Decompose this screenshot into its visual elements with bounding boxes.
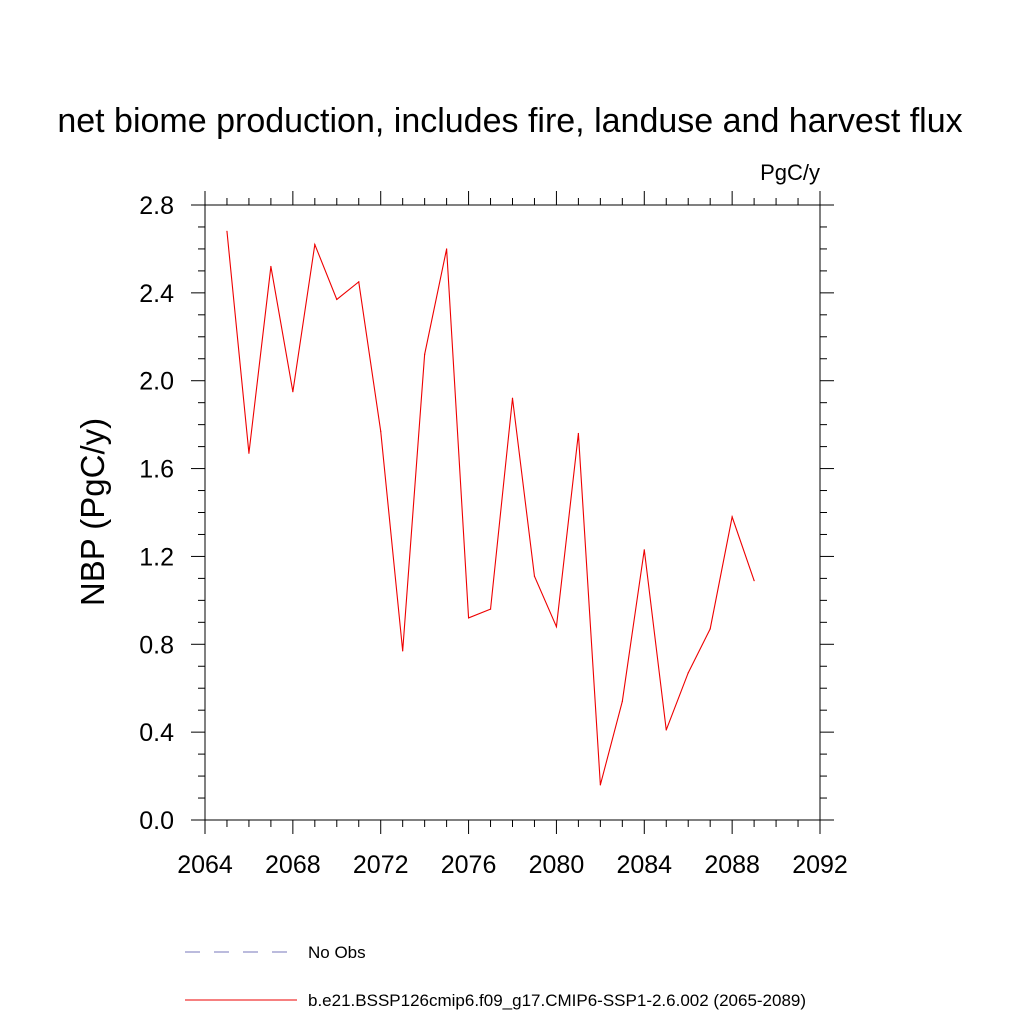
data-point xyxy=(731,516,733,518)
units-label: PgC/y xyxy=(760,160,820,185)
x-tick-label: 2064 xyxy=(177,851,233,879)
y-tick-labels: 0.0 0.4 0.8 1.2 1.6 2.0 2.4 2.8 xyxy=(139,192,174,835)
y-tick-label: 2.8 xyxy=(139,192,174,220)
legend-label: b.e21.BSSP126cmip6.f09_g17.CMIP6-SSP1-2.… xyxy=(308,991,806,1010)
y-tick-label: 2.0 xyxy=(139,368,174,396)
y-tick-label: 0.0 xyxy=(139,807,174,835)
data-point xyxy=(533,575,536,577)
plot-frame xyxy=(204,204,821,821)
data-point xyxy=(248,452,250,454)
data-point xyxy=(336,298,338,301)
y-axis-label: NBP (PgC/y) xyxy=(74,418,111,606)
y-tick-label: 1.2 xyxy=(139,543,174,571)
data-point xyxy=(555,626,558,628)
major-ticks xyxy=(191,191,834,834)
data-point xyxy=(599,784,601,786)
data-point xyxy=(687,672,689,674)
x-tick-label: 2084 xyxy=(616,851,672,879)
series-layer xyxy=(226,230,755,786)
series-line xyxy=(226,231,755,785)
data-point xyxy=(226,230,228,232)
data-point xyxy=(511,397,514,399)
data-point xyxy=(621,700,623,702)
chart-title: net biome production, includes fire, lan… xyxy=(57,102,962,140)
x-tick-labels: 2064 2068 2072 2076 2080 2084 2088 2092 xyxy=(177,851,848,879)
data-point xyxy=(753,579,755,582)
data-point xyxy=(489,608,492,610)
data-point xyxy=(665,729,667,731)
x-tick-label: 2088 xyxy=(704,851,760,879)
y-tick-label: 2.4 xyxy=(139,280,174,308)
legend: No Obs b.e21.BSSP126cmip6.f09_g17.CMIP6-S… xyxy=(185,943,806,1010)
y-tick-label: 0.4 xyxy=(139,719,174,747)
minor-ticks xyxy=(198,198,827,827)
data-point xyxy=(270,265,272,268)
data-point xyxy=(643,549,645,551)
data-point xyxy=(424,353,426,355)
x-tick-label: 2080 xyxy=(529,851,585,879)
data-point xyxy=(358,281,360,283)
x-tick-label: 2072 xyxy=(353,851,409,879)
y-tick-label: 0.8 xyxy=(139,631,174,659)
data-point xyxy=(314,243,316,246)
data-point xyxy=(402,650,404,652)
data-point xyxy=(709,628,711,630)
data-point xyxy=(577,432,579,435)
x-tick-label: 2092 xyxy=(792,851,848,879)
data-point xyxy=(467,617,470,619)
data-point xyxy=(292,391,294,393)
data-point xyxy=(380,430,382,432)
legend-label: No Obs xyxy=(308,943,366,962)
x-tick-label: 2076 xyxy=(441,851,497,879)
x-tick-label: 2068 xyxy=(265,851,321,879)
data-point xyxy=(446,248,448,250)
y-tick-label: 1.6 xyxy=(139,456,174,484)
